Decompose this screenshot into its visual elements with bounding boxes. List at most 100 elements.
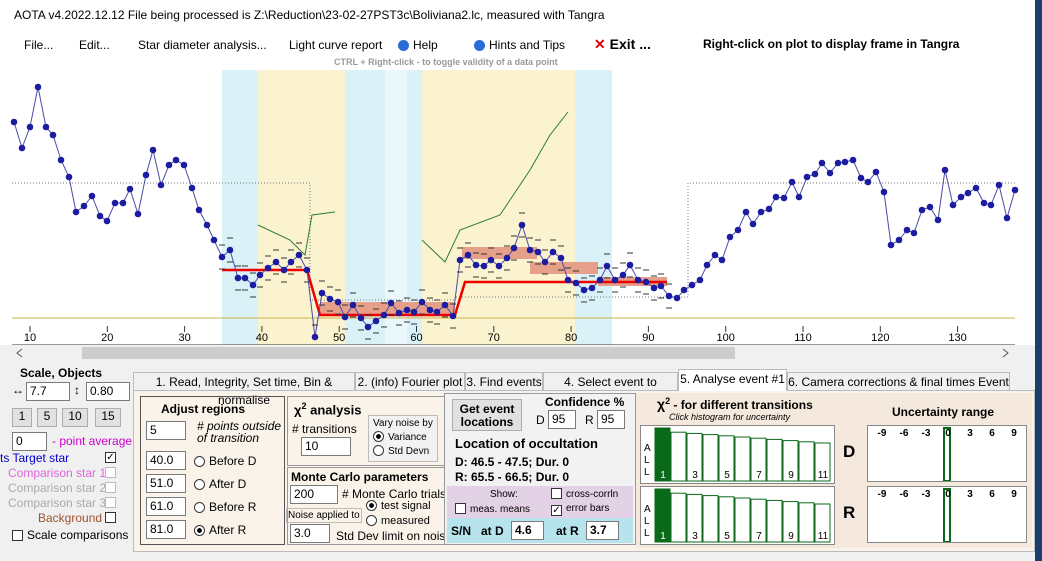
points-label: # points outside of transition bbox=[197, 419, 282, 445]
data-point bbox=[957, 193, 965, 201]
light-curve-plot[interactable]: 10 20 30 40 50 60 70 80 90 100 110 120 130 bbox=[0, 0, 1035, 365]
error-bar bbox=[335, 289, 341, 315]
data-point bbox=[995, 181, 1003, 189]
histogram-bar bbox=[798, 502, 815, 543]
limit-input[interactable]: 3.0 bbox=[290, 524, 330, 543]
x-tick-label: 120 bbox=[871, 332, 889, 344]
data-point bbox=[872, 168, 880, 176]
region-radio[interactable]: Before R bbox=[194, 500, 256, 514]
data-point bbox=[341, 313, 349, 321]
scale-button[interactable]: 15 bbox=[95, 408, 121, 427]
menu-item[interactable]: Light curve report bbox=[289, 38, 383, 52]
region-radio[interactable]: Before D bbox=[194, 454, 256, 468]
data-point bbox=[126, 185, 134, 193]
error-bar bbox=[242, 265, 248, 291]
data-point bbox=[987, 201, 995, 209]
histogram-bar bbox=[654, 488, 671, 543]
scroll-arrows[interactable] bbox=[16, 348, 1009, 358]
r-confidence[interactable]: 95 bbox=[597, 410, 625, 429]
get-events-button[interactable]: Get event locations bbox=[452, 399, 522, 431]
region-input[interactable]: 61.0 bbox=[146, 497, 186, 516]
data-points bbox=[10, 83, 1019, 350]
data-point bbox=[541, 258, 549, 266]
data-point bbox=[234, 274, 242, 282]
transitions-input[interactable]: 10 bbox=[301, 437, 351, 456]
data-point bbox=[42, 123, 50, 131]
histogram-bar bbox=[734, 436, 751, 482]
tab[interactable]: 3. Find events bbox=[465, 372, 543, 391]
sn-label: S/N bbox=[451, 524, 472, 538]
menu-item[interactable]: Edit... bbox=[79, 38, 110, 52]
data-point bbox=[387, 299, 395, 307]
histogram-label: 9 bbox=[788, 470, 794, 481]
uncertainty-r: -9 -6 -3 0 3 6 9 bbox=[867, 486, 1027, 543]
error-bar bbox=[365, 314, 371, 340]
average-select[interactable]: 0 bbox=[12, 432, 47, 451]
histogram-bar bbox=[734, 497, 751, 543]
vary-radio[interactable]: Variance bbox=[373, 431, 427, 443]
menu-item[interactable]: Star diameter analysis... bbox=[138, 38, 267, 52]
confidence-label: Confidence % bbox=[545, 395, 625, 409]
region-input[interactable]: 40.0 bbox=[146, 451, 186, 470]
green-curve bbox=[421, 111, 569, 263]
region-input[interactable]: 51.0 bbox=[146, 474, 186, 493]
error-bar bbox=[419, 289, 425, 315]
x-tick-label: 130 bbox=[948, 332, 966, 344]
region-radio[interactable]: After D bbox=[194, 477, 246, 491]
data-point bbox=[726, 233, 734, 241]
means-check[interactable]: meas. means bbox=[455, 503, 530, 515]
data-point bbox=[711, 251, 719, 259]
tab[interactable]: 1. Read, Integrity, Set time, Bin & norm… bbox=[133, 372, 355, 407]
scale-button[interactable]: 10 bbox=[62, 408, 88, 427]
location-title: Location of occultation bbox=[455, 436, 598, 451]
data-point bbox=[210, 236, 218, 244]
vary-radio[interactable]: Std Devn bbox=[373, 445, 429, 457]
data-point bbox=[65, 173, 73, 181]
error-bar bbox=[643, 269, 649, 295]
region-input[interactable]: 81.0 bbox=[146, 520, 186, 539]
histogram-r[interactable]: A L L 1 3 5 7 9 11 bbox=[640, 486, 835, 545]
error-bar bbox=[527, 237, 533, 263]
region-radio[interactable]: After R bbox=[194, 523, 246, 537]
uncertainty-tick: 6 bbox=[989, 489, 995, 500]
scale-input[interactable]: 7.7 bbox=[26, 382, 70, 401]
menu-item[interactable]: ✕ Exit ... bbox=[594, 36, 651, 52]
menu-item[interactable]: Help bbox=[398, 38, 438, 52]
scale-title: Scale, Objects bbox=[20, 366, 103, 380]
show-label: Show: bbox=[490, 489, 518, 500]
menu-text: Hints and Tips bbox=[489, 38, 566, 52]
data-point bbox=[426, 306, 434, 314]
tab[interactable]: 6. Camera corrections & final times Even… bbox=[787, 372, 1010, 407]
menu-item[interactable]: Hints and Tips bbox=[474, 38, 565, 52]
scroll-thumb[interactable] bbox=[82, 347, 735, 359]
histogram-bar bbox=[718, 435, 735, 482]
offset-input[interactable]: 0.80 bbox=[86, 382, 130, 401]
tab[interactable]: 4. Select event to analyse bbox=[543, 372, 678, 407]
menu-item[interactable]: File... bbox=[24, 38, 54, 52]
histogram-bar bbox=[814, 503, 831, 543]
cross-check[interactable]: cross-corrln bbox=[551, 488, 618, 500]
transitions-label: # transitions bbox=[292, 422, 357, 436]
error-bars-check[interactable]: ✓ error bars bbox=[551, 503, 610, 516]
d-confidence[interactable]: 95 bbox=[548, 410, 576, 429]
data-point bbox=[256, 271, 264, 279]
data-point bbox=[510, 244, 518, 252]
points-input[interactable]: 5 bbox=[146, 421, 186, 440]
limit-label: Std Dev limit on noise bbox=[336, 529, 453, 543]
data-point bbox=[518, 221, 526, 229]
histogram-d[interactable]: A L L 1 3 5 7 9 11 bbox=[640, 425, 835, 484]
trials-input[interactable]: 200 bbox=[290, 485, 338, 504]
data-point bbox=[941, 166, 949, 174]
scale-button[interactable]: 1 bbox=[12, 408, 32, 427]
tab[interactable]: 2. (info) Fourier plot bbox=[355, 372, 465, 391]
error-bar bbox=[265, 255, 271, 281]
sn-r: 3.7 bbox=[586, 521, 619, 540]
scale-comparisons[interactable]: Scale comparisons bbox=[12, 528, 128, 542]
tab-active[interactable]: 5. Analyse event #1 bbox=[678, 369, 787, 391]
noise-radio[interactable]: measured bbox=[366, 515, 430, 527]
uncertainty-tick: -6 bbox=[900, 489, 909, 500]
histogram-label: 11 bbox=[818, 470, 829, 481]
noise-radio[interactable]: test signal bbox=[366, 500, 431, 512]
scale-button[interactable]: 5 bbox=[37, 408, 57, 427]
